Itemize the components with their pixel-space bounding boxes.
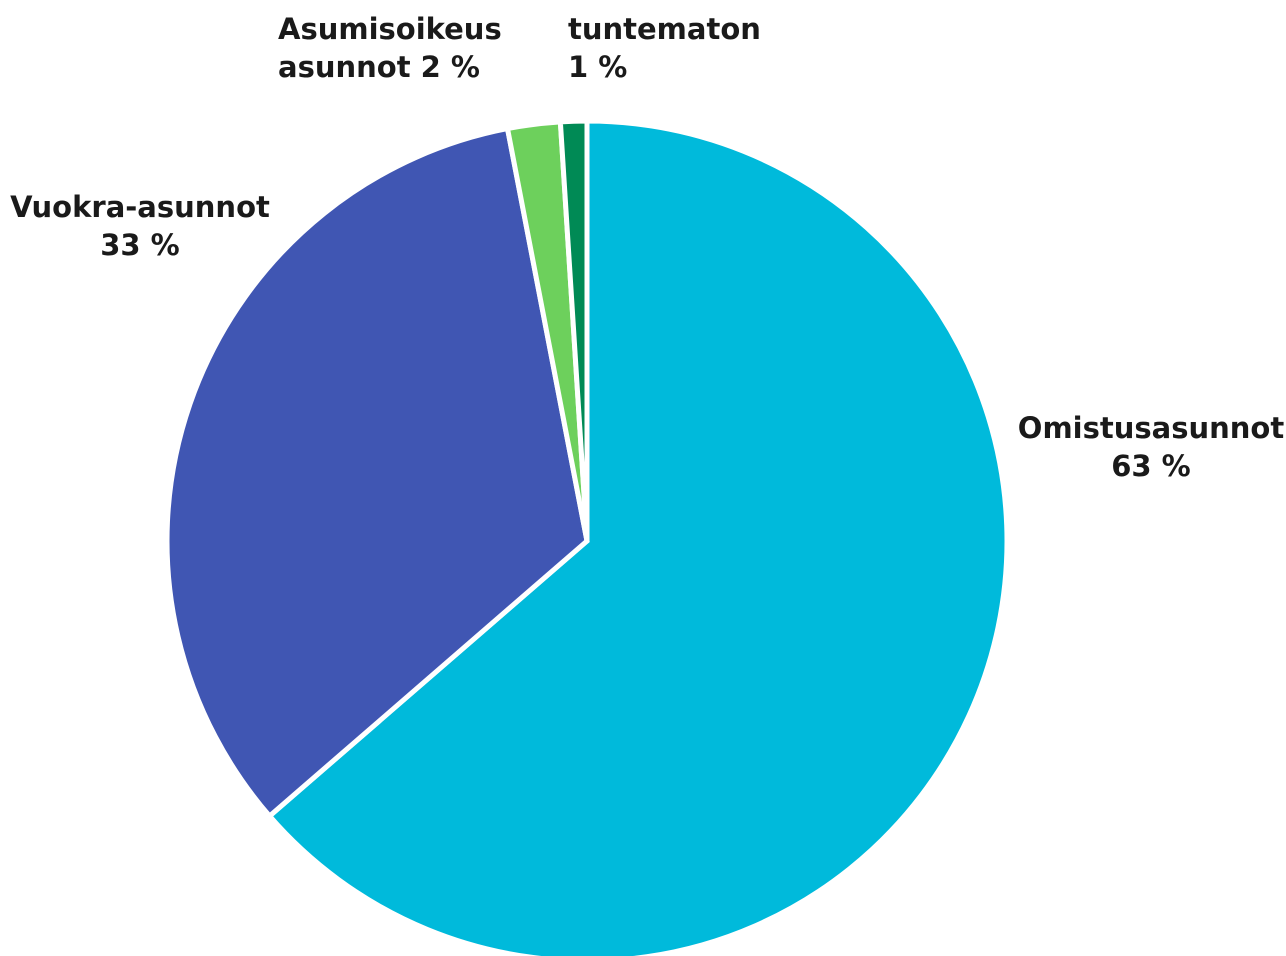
- label-omistusasunnot-name: Omistusasunnot: [1018, 411, 1285, 445]
- label-asumisoikeus-asunnot: Asumisoikeus asunnot 2 %: [278, 12, 502, 84]
- pie-slices: [164, 118, 1010, 956]
- label-vuokra-asunnot-name: Vuokra-asunnot: [10, 190, 270, 224]
- label-asumisoikeus-name: Asumisoikeus: [278, 12, 502, 46]
- label-tuntematon-name: tuntematon: [568, 12, 761, 46]
- slice-vuokra-asunnot: [164, 125, 590, 820]
- label-tuntematon: tuntematon 1 %: [568, 12, 761, 84]
- label-vuokra-asunnot-value: 33 %: [100, 228, 180, 262]
- label-vuokra-asunnot: Vuokra-asunnot 33 %: [10, 190, 270, 262]
- slice-omistusasunnot: [266, 118, 1010, 956]
- slice-tuntematon: [557, 118, 590, 542]
- label-tuntematon-value: 1 %: [568, 50, 627, 84]
- label-omistusasunnot: Omistusasunnot 63 %: [1018, 411, 1285, 483]
- label-omistusasunnot-value: 63 %: [1111, 449, 1191, 483]
- label-asumisoikeus-value: asunnot 2 %: [278, 50, 480, 84]
